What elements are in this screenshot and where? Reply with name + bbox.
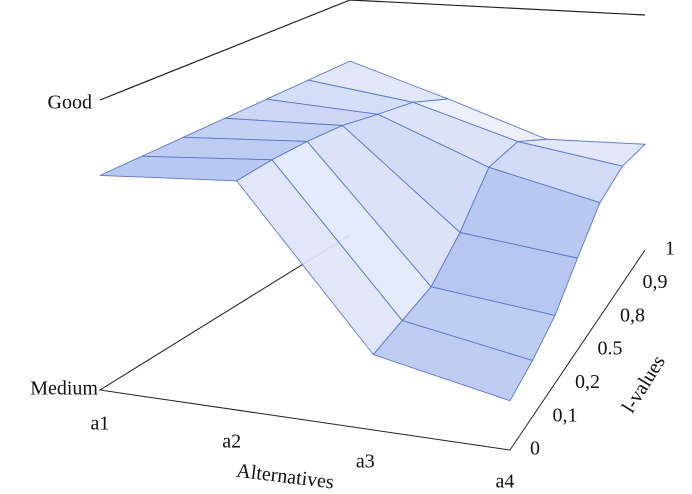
z-tick-label: Medium [30,378,98,400]
y-axis-label: l-values [618,351,670,417]
y-tick-label: 0,1 [553,404,578,426]
y-tick-label: 0,2 [575,371,600,393]
x-tick-label: a1 [91,413,110,435]
z-tick-label: Good [48,92,92,114]
x-tick-label: a2 [222,431,241,453]
y-tick-label: 0 [530,438,540,460]
x-axis-label: Alternatives [235,460,335,494]
y-tick-label: 0,8 [620,304,645,326]
x-tick-label: a3 [356,451,375,473]
x-tick-label: a4 [496,471,515,493]
y-tick-label: 0.5 [598,338,623,360]
grid-line [98,234,646,451]
y-tick-label: 1 [665,238,675,260]
grid-line [99,0,646,101]
y-tick-label: 0,9 [643,271,668,293]
surface-cell [372,320,534,402]
